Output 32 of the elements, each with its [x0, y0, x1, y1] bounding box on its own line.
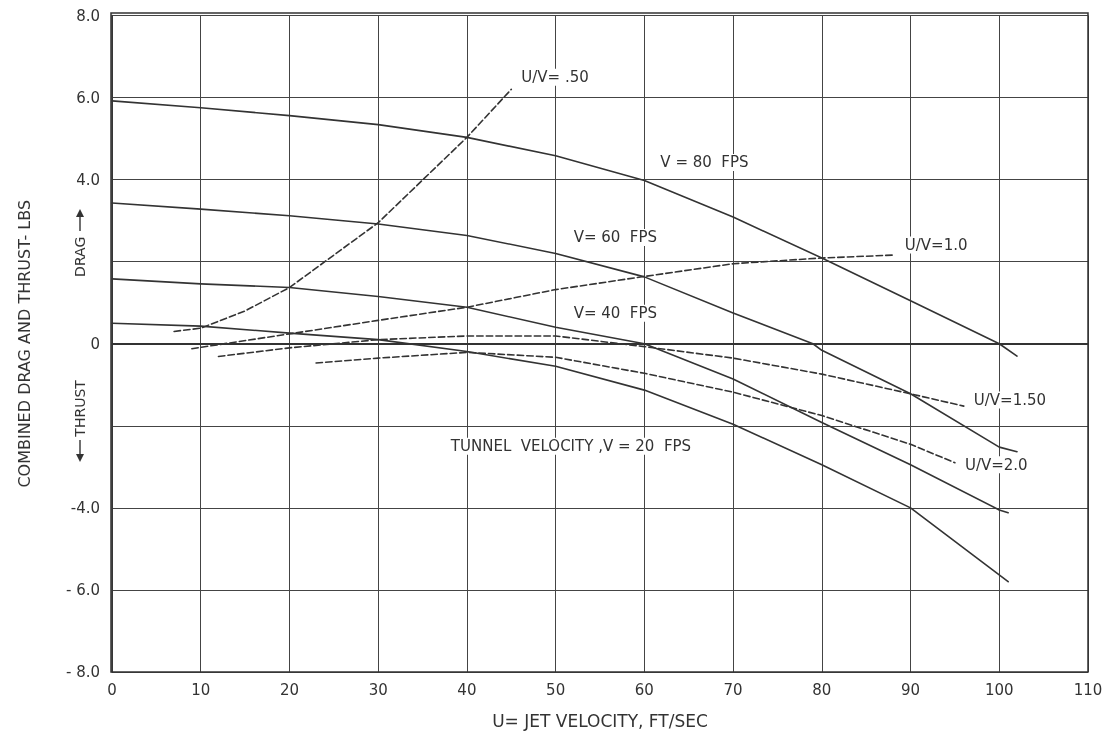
y-tick-label: - 8.0 [65, 663, 100, 681]
x-tick-label: 0 [107, 680, 117, 699]
x-tick-label: 40 [457, 680, 477, 699]
line-series [315, 351, 956, 464]
y-tick-label: -4.0 [70, 498, 100, 517]
x-tick-label: 90 [901, 680, 921, 699]
x-tick-label: 30 [368, 680, 388, 699]
y-tick-label: - 6.0 [65, 580, 100, 599]
x-tick-label: 50 [546, 680, 566, 699]
series-label: U/V=2.0 [964, 455, 1028, 474]
series-label: V= 60 FPS [573, 228, 658, 247]
x-tick-label: 110 [1073, 680, 1103, 699]
series-label: U/V=1.50 [973, 391, 1047, 410]
y-tick-label: 6.0 [76, 88, 100, 107]
y-tick-label: 8.0 [76, 6, 100, 25]
series-label: U/V= .50 [521, 68, 589, 87]
series-label: V = 80 FPS [660, 153, 749, 172]
series-label: V= 40 FPS [573, 304, 658, 323]
x-tick-label: 80 [812, 680, 832, 699]
y-axis-title: COMBINED DRAG AND THRUST- LBS [14, 199, 34, 488]
x-tick-label: 70 [723, 680, 743, 699]
series-label: TUNNEL VELOCITY ,V = 20 FPS [449, 437, 692, 456]
x-tick-label: 10 [191, 680, 211, 699]
y-tick-label: 0 [90, 334, 100, 353]
text: THRUST [72, 379, 88, 438]
x-tick-label: 20 [279, 680, 299, 699]
x-tick-label: 100 [984, 680, 1014, 699]
text: DRAG [72, 236, 88, 277]
x-axis-title: U= JET VELOCITY, FT/SEC [492, 710, 708, 731]
y-tick-label: 4.0 [76, 170, 100, 189]
x-tick-label: 60 [634, 680, 654, 699]
series-label: U/V=1.0 [904, 236, 968, 255]
